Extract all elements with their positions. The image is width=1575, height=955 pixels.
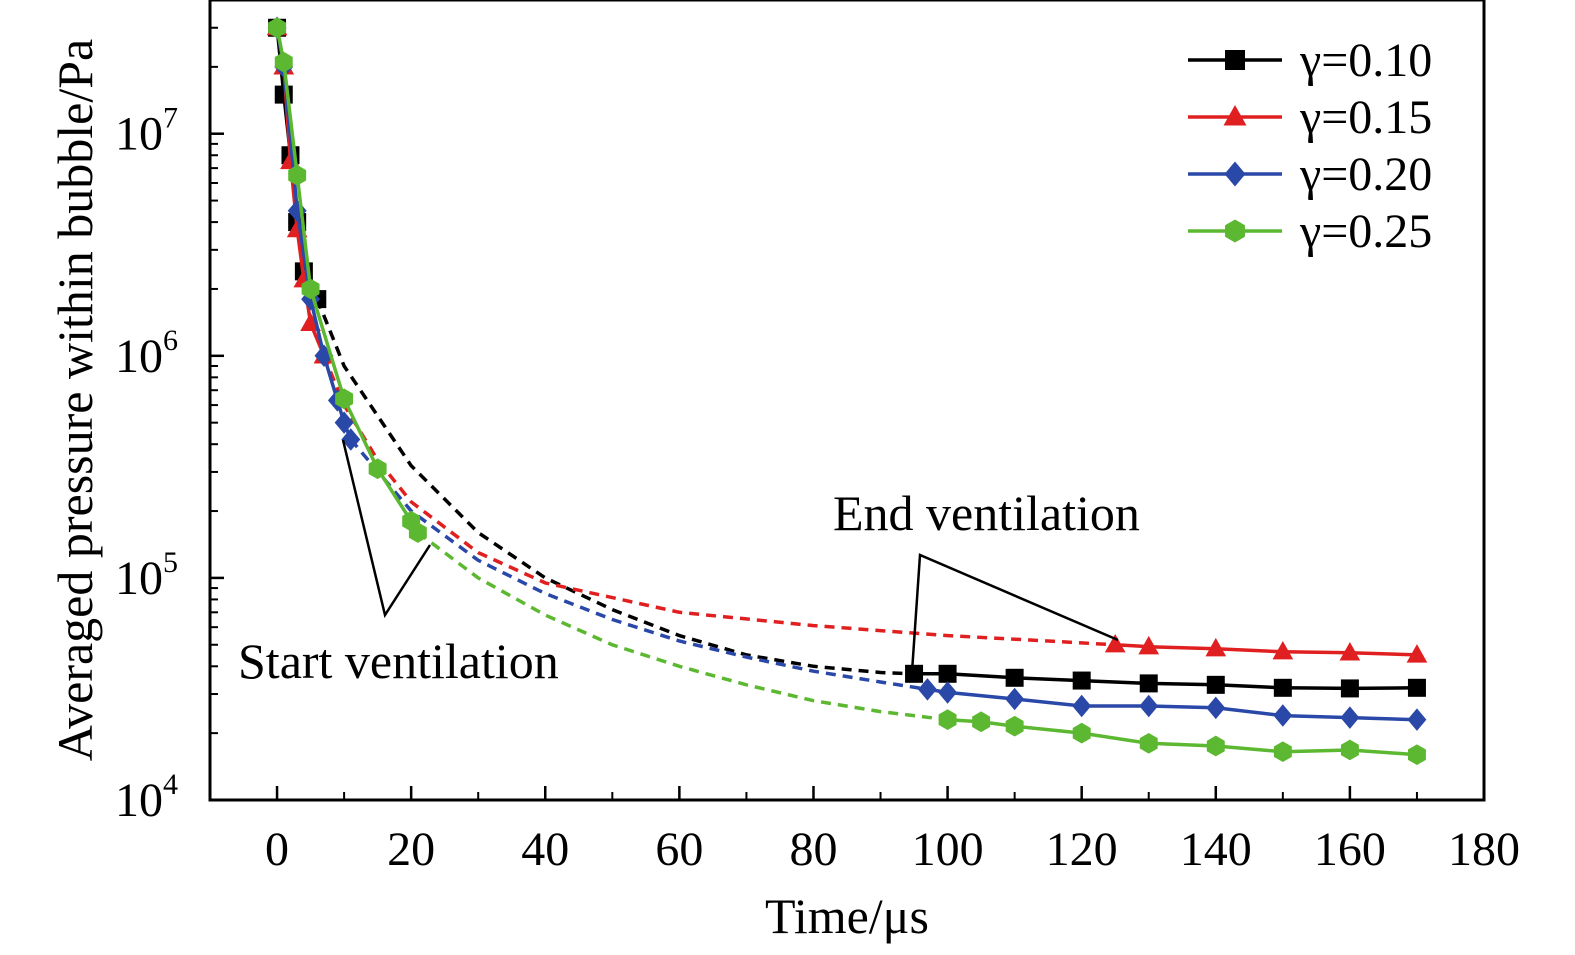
data-point xyxy=(1139,732,1158,754)
legend-item: γ=0.20 xyxy=(1188,148,1432,201)
series-1 xyxy=(266,16,1428,663)
y-tick-label: 105 xyxy=(115,546,178,605)
data-point xyxy=(1273,704,1293,727)
annotations: Start ventilation End ventilation xyxy=(238,439,1140,689)
data-point xyxy=(1406,644,1428,663)
data-point xyxy=(1273,741,1292,763)
data-point xyxy=(1407,678,1426,697)
data-point xyxy=(1139,694,1159,718)
y-tick-label: 107 xyxy=(115,102,178,161)
end-ventilation-pointer xyxy=(910,553,1119,673)
data-point xyxy=(938,664,957,683)
data-point xyxy=(918,678,937,701)
axes: 0 20 40 60 80 100 120 140 160 180 104 105 106 107 xyxy=(115,0,1520,876)
x-tick-label: 140 xyxy=(1180,823,1252,876)
data-point xyxy=(1273,678,1292,697)
series-ventilation-line xyxy=(322,355,1116,647)
x-tick-label: 20 xyxy=(387,823,435,876)
data-point xyxy=(1005,715,1024,737)
legend: γ=0.10γ=0.15γ=0.20γ=0.25 xyxy=(1188,34,1432,258)
y-tick-label: 104 xyxy=(115,768,178,827)
legend-item: γ=0.25 xyxy=(1188,205,1432,258)
series-end-line xyxy=(1115,643,1417,657)
x-axis-title: Time/μs xyxy=(765,888,929,944)
data-point xyxy=(341,428,361,451)
start-ventilation-pointer xyxy=(341,439,432,619)
series-3 xyxy=(268,17,1426,766)
series-ventilation-line xyxy=(349,438,928,692)
series-ventilation-line xyxy=(315,298,915,676)
data-point xyxy=(1139,674,1158,693)
x-tick-label: 40 xyxy=(521,823,569,876)
x-tick-label: 80 xyxy=(789,823,837,876)
x-tick-label: 180 xyxy=(1448,823,1520,876)
data-point xyxy=(408,522,427,543)
data-point xyxy=(1340,679,1359,698)
data-point xyxy=(268,17,287,39)
data-point xyxy=(972,711,991,733)
x-tick-label: 160 xyxy=(1314,823,1386,876)
data-point xyxy=(1224,161,1246,187)
data-point xyxy=(1205,637,1227,657)
data-point xyxy=(1138,635,1160,655)
series-ventilation-line xyxy=(416,531,948,722)
data-point xyxy=(334,411,354,434)
data-point xyxy=(1072,694,1092,718)
series-start-line xyxy=(275,27,420,534)
x-tick-label: 100 xyxy=(912,823,984,876)
legend-item: γ=0.10 xyxy=(1188,34,1432,87)
legend-label: γ=0.20 xyxy=(1299,148,1432,201)
data-point xyxy=(938,681,958,704)
x-tick-label: 0 xyxy=(265,823,289,876)
data-point xyxy=(301,278,320,300)
data-point xyxy=(1005,668,1024,687)
data-point xyxy=(1272,640,1294,660)
data-point xyxy=(1223,105,1247,126)
plot-frame xyxy=(208,0,1486,802)
data-point xyxy=(1206,735,1225,757)
data-point xyxy=(1206,675,1225,694)
legend-item: γ=0.15 xyxy=(1188,91,1432,144)
y-axis-title: Averaged pressure within bubble/Pa xyxy=(47,39,103,762)
annotation-start-ventilation: Start ventilation xyxy=(238,633,559,689)
data-point xyxy=(1225,50,1245,70)
data-point xyxy=(1407,708,1427,731)
data-point xyxy=(1005,687,1025,711)
data-point xyxy=(1206,696,1226,720)
legend-label: γ=0.10 xyxy=(1299,34,1432,87)
annotation-end-ventilation: End ventilation xyxy=(833,485,1140,541)
series-0 xyxy=(268,18,1426,698)
series-2 xyxy=(267,16,1427,731)
data-point xyxy=(1072,722,1091,744)
data-point xyxy=(1225,219,1245,243)
data-point xyxy=(1407,744,1426,766)
legend-label: γ=0.25 xyxy=(1299,205,1432,258)
y-tick-label: 106 xyxy=(115,324,178,383)
x-tick-label: 60 xyxy=(655,823,703,876)
data-point xyxy=(938,709,957,731)
data-point xyxy=(905,664,924,683)
plot-layer xyxy=(266,16,1428,766)
legend-label: γ=0.15 xyxy=(1299,91,1432,144)
data-point xyxy=(1339,642,1361,661)
data-point xyxy=(1340,706,1360,729)
data-point xyxy=(288,164,307,186)
data-point xyxy=(1104,633,1126,653)
data-point xyxy=(335,388,354,410)
data-point xyxy=(1340,739,1359,761)
x-tick-label: 120 xyxy=(1046,823,1118,876)
data-point xyxy=(274,51,293,73)
data-point xyxy=(368,458,387,480)
data-point xyxy=(1072,671,1091,690)
